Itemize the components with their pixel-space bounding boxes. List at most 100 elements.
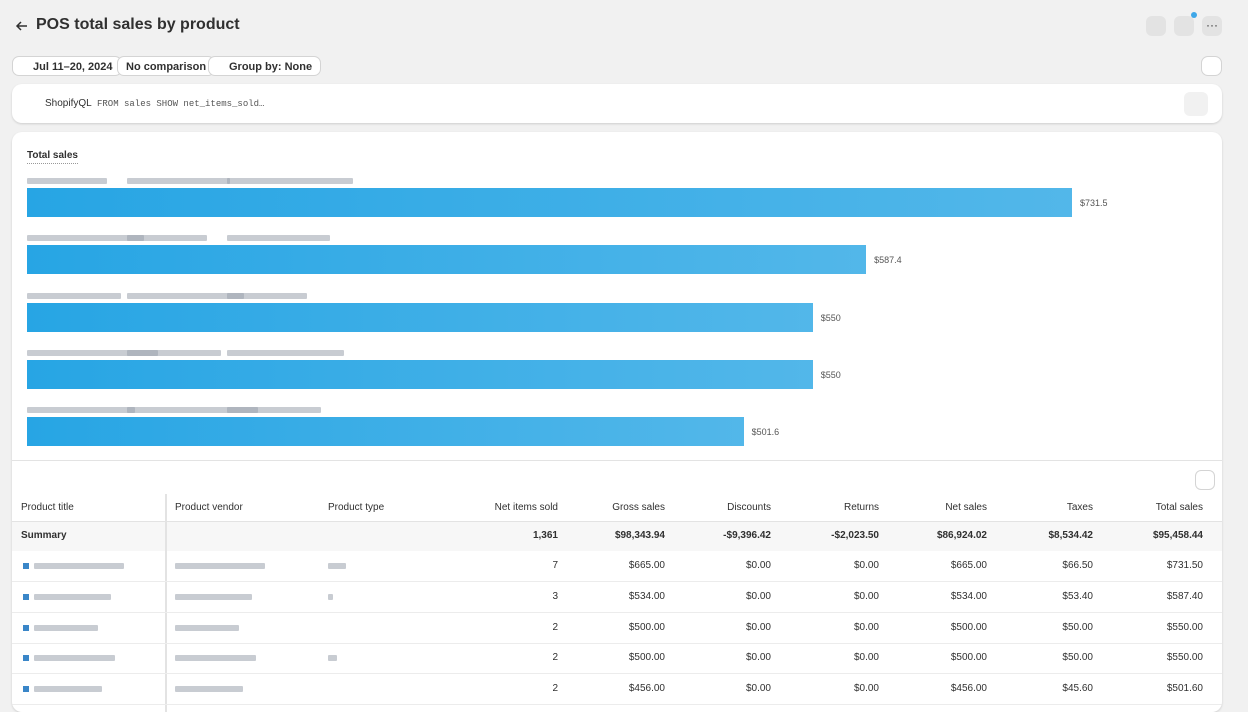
row-border bbox=[12, 643, 1222, 644]
column-header: Product type bbox=[328, 501, 384, 515]
group-filter[interactable]: Group by: None bbox=[208, 56, 321, 76]
row-border bbox=[12, 704, 1222, 705]
product-thumb bbox=[23, 655, 29, 661]
cell-value: $550.00 bbox=[1167, 621, 1203, 635]
column-header: Returns bbox=[844, 501, 879, 515]
bar-value-label: $501.6 bbox=[752, 425, 780, 439]
cell-value: 2 bbox=[552, 621, 558, 635]
column-header: Product title bbox=[21, 501, 74, 515]
cell-value: $0.00 bbox=[854, 559, 879, 573]
bar-value-label: $550 bbox=[821, 368, 841, 382]
blurred-cell bbox=[328, 594, 333, 600]
summary-value: 1,361 bbox=[533, 529, 558, 543]
blurred-cell bbox=[175, 686, 243, 692]
bar-value-label: $587.4 bbox=[874, 253, 902, 267]
cell-value: $665.00 bbox=[629, 559, 665, 573]
notification-dot bbox=[1191, 12, 1197, 18]
summary-value: $95,458.44 bbox=[1153, 529, 1203, 543]
row-border bbox=[12, 673, 1222, 674]
blurred-cell bbox=[175, 594, 252, 600]
cell-value: $50.00 bbox=[1062, 621, 1093, 635]
expand-button[interactable] bbox=[1184, 92, 1208, 116]
column-header: Net items sold bbox=[495, 501, 558, 515]
blurred-label bbox=[227, 350, 344, 356]
blurred-cell bbox=[175, 563, 265, 569]
cell-value: $665.00 bbox=[951, 559, 987, 573]
column-header: Taxes bbox=[1067, 501, 1093, 515]
blurred-label bbox=[27, 178, 107, 184]
cell-value: $550.00 bbox=[1167, 651, 1203, 665]
blurred-label bbox=[127, 350, 221, 356]
bar bbox=[27, 360, 813, 389]
product-thumb bbox=[23, 686, 29, 692]
report-card: Total sales $731.5$587.4$550$550$501.6Pr… bbox=[12, 132, 1222, 712]
cell-value: 7 bbox=[552, 559, 558, 573]
row-border bbox=[12, 581, 1222, 582]
blurred-cell bbox=[175, 655, 256, 661]
column-header: Net sales bbox=[945, 501, 987, 515]
settings-button[interactable] bbox=[1201, 56, 1222, 76]
sidekick-button[interactable] bbox=[1174, 16, 1194, 36]
blurred-cell bbox=[175, 625, 239, 631]
column-header: Gross sales bbox=[612, 501, 665, 515]
cell-value: $0.00 bbox=[854, 590, 879, 604]
cell-value: $731.50 bbox=[1167, 559, 1203, 573]
blurred-label bbox=[27, 407, 135, 413]
info-button[interactable] bbox=[1146, 16, 1166, 36]
page: POS total sales by product ··· Jul 11–20… bbox=[0, 0, 1248, 692]
chart-title: Total sales bbox=[27, 149, 78, 164]
cell-value: $500.00 bbox=[629, 651, 665, 665]
query-text: FROM sales SHOW net_items_sold… bbox=[97, 97, 264, 111]
cell-value: $534.00 bbox=[951, 590, 987, 604]
blurred-label bbox=[227, 407, 321, 413]
back-arrow[interactable] bbox=[14, 18, 30, 34]
blurred-cell bbox=[34, 594, 111, 600]
summary-value: $8,534.42 bbox=[1049, 529, 1094, 543]
query-language: ShopifyQL bbox=[45, 97, 92, 111]
cell-value: $501.60 bbox=[1167, 682, 1203, 696]
summary-value: $98,343.94 bbox=[615, 529, 665, 543]
blurred-cell bbox=[34, 563, 124, 569]
cell-value: $66.50 bbox=[1062, 559, 1093, 573]
blurred-cell bbox=[34, 655, 115, 661]
bar-value-label: $550 bbox=[821, 311, 841, 325]
summary-value: -$2,023.50 bbox=[831, 529, 879, 543]
cell-value: $0.00 bbox=[746, 682, 771, 696]
blurred-cell bbox=[328, 655, 337, 661]
blurred-cell bbox=[328, 563, 346, 569]
cell-value: $0.00 bbox=[746, 621, 771, 635]
bar bbox=[27, 245, 866, 274]
more-button[interactable]: ··· bbox=[1202, 16, 1222, 36]
cell-value: $0.00 bbox=[746, 559, 771, 573]
product-thumb bbox=[23, 563, 29, 569]
blurred-label bbox=[127, 235, 207, 241]
blurred-label bbox=[227, 178, 353, 184]
cell-value: $500.00 bbox=[629, 621, 665, 635]
table-toggle[interactable] bbox=[1195, 470, 1215, 490]
summary-label: Summary bbox=[21, 529, 67, 543]
cell-value: $587.40 bbox=[1167, 590, 1203, 604]
date-filter[interactable]: Jul 11–20, 2024 bbox=[12, 56, 122, 76]
product-thumb bbox=[23, 594, 29, 600]
cell-value: $45.60 bbox=[1062, 682, 1093, 696]
blurred-cell bbox=[34, 686, 102, 692]
column-header: Total sales bbox=[1156, 501, 1203, 515]
bar bbox=[27, 303, 813, 332]
column-divider bbox=[165, 494, 167, 712]
comparison-filter[interactable]: No comparison bbox=[117, 56, 215, 76]
query-bar: ShopifyQL FROM sales SHOW net_items_sold… bbox=[12, 84, 1222, 123]
page-title: POS total sales by product bbox=[36, 16, 240, 34]
cell-value: $500.00 bbox=[951, 651, 987, 665]
bar bbox=[27, 417, 744, 446]
cell-value: $456.00 bbox=[951, 682, 987, 696]
cell-value: $534.00 bbox=[629, 590, 665, 604]
row-border bbox=[12, 612, 1222, 613]
blurred-label bbox=[127, 178, 230, 184]
cell-value: $0.00 bbox=[854, 682, 879, 696]
column-header: Discounts bbox=[727, 501, 771, 515]
blurred-label bbox=[227, 235, 330, 241]
summary-value: -$9,396.42 bbox=[723, 529, 771, 543]
cell-value: 2 bbox=[552, 682, 558, 696]
blurred-label bbox=[27, 293, 121, 299]
cell-value: $0.00 bbox=[854, 621, 879, 635]
